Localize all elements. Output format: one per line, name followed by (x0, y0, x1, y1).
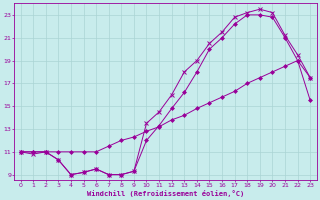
X-axis label: Windchill (Refroidissement éolien,°C): Windchill (Refroidissement éolien,°C) (87, 190, 244, 197)
